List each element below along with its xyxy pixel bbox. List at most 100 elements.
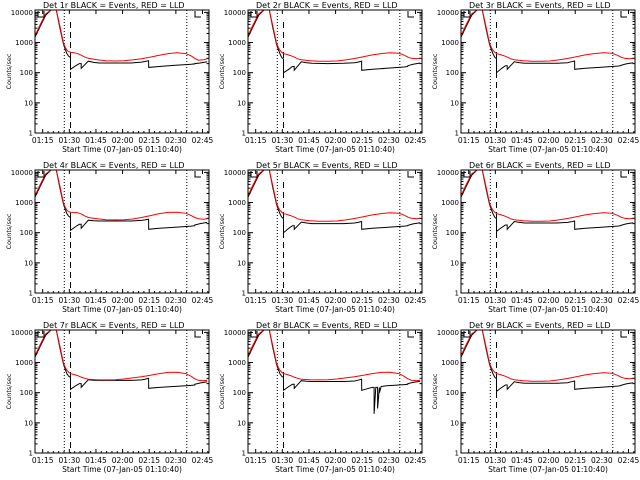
x-tick-label: 01:15: [32, 296, 54, 305]
panel-title: Det 6r BLACK = Events, RED = LLD: [469, 161, 611, 170]
panel-title: Det 5r BLACK = Events, RED = LLD: [256, 161, 398, 170]
x-tick-label: 02:00: [112, 296, 134, 305]
x-tick-label: 01:30: [272, 296, 294, 305]
y-tick-label: 10000: [11, 329, 33, 337]
end-bracket-marker: [407, 11, 414, 18]
x-tick-label: 02:45: [405, 456, 427, 465]
x-tick-label: 01:45: [511, 456, 533, 465]
y-tick-label: 10000: [437, 329, 459, 337]
y-tick-label: 100: [20, 229, 33, 237]
panel-5: 01:15 01:30 01:45 02:00 02:15 02:30 02:45 1 10 10…: [218, 161, 427, 314]
x-tick-label: 02:15: [138, 456, 160, 465]
x-tick-label: 02:45: [192, 296, 214, 305]
x-tick-label: 02:00: [112, 456, 134, 465]
x-tick-label: 01:45: [85, 136, 107, 145]
lld-series-line: [248, 330, 421, 382]
x-tick-label: 01:15: [32, 136, 54, 145]
end-bracket-marker: [194, 171, 201, 178]
start-bracket-marker: [463, 11, 471, 18]
panel-6: 01:15 01:30 01:45 02:00 02:15 02:30 02:45 1 10 10…: [431, 161, 640, 314]
x-axis-label: Start Time (07-Jan-05 01:10:40): [62, 465, 182, 474]
x-tick-label: 02:30: [378, 456, 400, 465]
panel-title: Det 4r BLACK = Events, RED = LLD: [43, 161, 185, 170]
start-bracket-marker: [463, 331, 471, 338]
panel-title: Det 8r BLACK = Events, RED = LLD: [256, 321, 398, 330]
plot-frame: [34, 329, 210, 454]
x-tick-label: 02:45: [618, 296, 640, 305]
y-tick-label: 100: [20, 389, 33, 397]
x-tick-label: 02:30: [591, 296, 613, 305]
x-tick-label: 02:45: [192, 456, 214, 465]
end-bracket-marker: [620, 171, 627, 178]
x-tick-label: 01:30: [485, 456, 507, 465]
start-bracket-marker: [250, 11, 258, 18]
y-tick-label: 10000: [437, 9, 459, 17]
x-tick-label: 02:15: [351, 136, 373, 145]
y-axis-label: Counts/sec: [431, 213, 439, 249]
x-tick-label: 01:15: [458, 296, 480, 305]
y-tick-label: 10000: [224, 9, 246, 17]
x-axis-label: Start Time (07-Jan-05 01:10:40): [275, 305, 395, 314]
y-tick-label: 1: [29, 130, 33, 138]
start-bracket-marker: [250, 331, 258, 338]
x-tick-label: 02:30: [378, 296, 400, 305]
y-tick-label: 10: [24, 259, 33, 267]
x-tick-label: 01:45: [85, 456, 107, 465]
y-tick-label: 10000: [437, 169, 459, 177]
lld-series-line: [35, 170, 208, 221]
y-tick-label: 100: [446, 229, 459, 237]
start-bracket-marker: [37, 171, 45, 178]
panel-title: Det 3r BLACK = Events, RED = LLD: [469, 1, 611, 10]
x-tick-label: 01:45: [511, 296, 533, 305]
x-tick-label: 01:30: [272, 456, 294, 465]
y-tick-label: 10: [450, 99, 459, 107]
x-tick-label: 01:15: [245, 456, 267, 465]
x-tick-label: 02:00: [325, 296, 347, 305]
x-axis-label: Start Time (07-Jan-05 01:10:40): [488, 465, 608, 474]
y-tick-label: 1000: [228, 39, 246, 47]
panel-7: 01:15 01:30 01:45 02:00 02:15 02:30 02:45 1 10 10…: [5, 321, 214, 474]
x-tick-label: 02:45: [618, 456, 640, 465]
panel-8: 01:15 01:30 01:45 02:00 02:15 02:30 02:45 1 10 10…: [218, 321, 427, 474]
x-axis-label: Start Time (07-Jan-05 01:10:40): [62, 305, 182, 314]
panel-title: Det 9r BLACK = Events, RED = LLD: [469, 321, 611, 330]
x-tick-label: 02:15: [351, 296, 373, 305]
x-tick-label: 02:15: [138, 136, 160, 145]
plot-frame: [247, 329, 423, 454]
plot-frame: [460, 9, 636, 134]
y-tick-label: 10: [237, 99, 246, 107]
panel-title: Det 2r BLACK = Events, RED = LLD: [256, 1, 398, 10]
y-tick-label: 100: [20, 69, 33, 77]
x-tick-label: 02:45: [405, 136, 427, 145]
x-tick-label: 01:45: [298, 296, 320, 305]
y-tick-label: 1000: [15, 39, 33, 47]
start-bracket-marker: [37, 11, 45, 18]
events-series-line: [248, 170, 421, 234]
events-series-line: [461, 330, 634, 393]
x-tick-label: 02:30: [378, 136, 400, 145]
lld-series-line: [248, 170, 421, 222]
y-axis-label: Counts/sec: [218, 373, 226, 409]
y-axis-label: Counts/sec: [218, 53, 226, 89]
x-tick-label: 01:45: [298, 136, 320, 145]
x-tick-label: 01:15: [458, 136, 480, 145]
x-tick-label: 01:30: [59, 136, 81, 145]
start-bracket-marker: [463, 171, 471, 178]
events-series-line: [461, 10, 634, 74]
x-tick-label: 01:15: [245, 136, 267, 145]
end-bracket-marker: [620, 11, 627, 18]
panel-3: 01:15 01:30 01:45 02:00 02:15 02:30 02:45 1 10 10…: [431, 1, 640, 154]
y-axis-label: Counts/sec: [5, 213, 13, 249]
panel-2: 01:15 01:30 01:45 02:00 02:15 02:30 02:45 1 10 10…: [218, 1, 427, 154]
x-tick-label: 02:15: [564, 296, 586, 305]
y-tick-label: 100: [446, 69, 459, 77]
start-bracket-marker: [37, 331, 45, 338]
y-tick-label: 100: [233, 389, 246, 397]
x-tick-label: 02:45: [405, 296, 427, 305]
y-tick-label: 100: [446, 389, 459, 397]
x-tick-label: 02:00: [325, 136, 347, 145]
x-tick-label: 02:30: [165, 296, 187, 305]
x-tick-label: 02:30: [165, 456, 187, 465]
x-axis-label: Start Time (07-Jan-05 01:10:40): [488, 145, 608, 154]
